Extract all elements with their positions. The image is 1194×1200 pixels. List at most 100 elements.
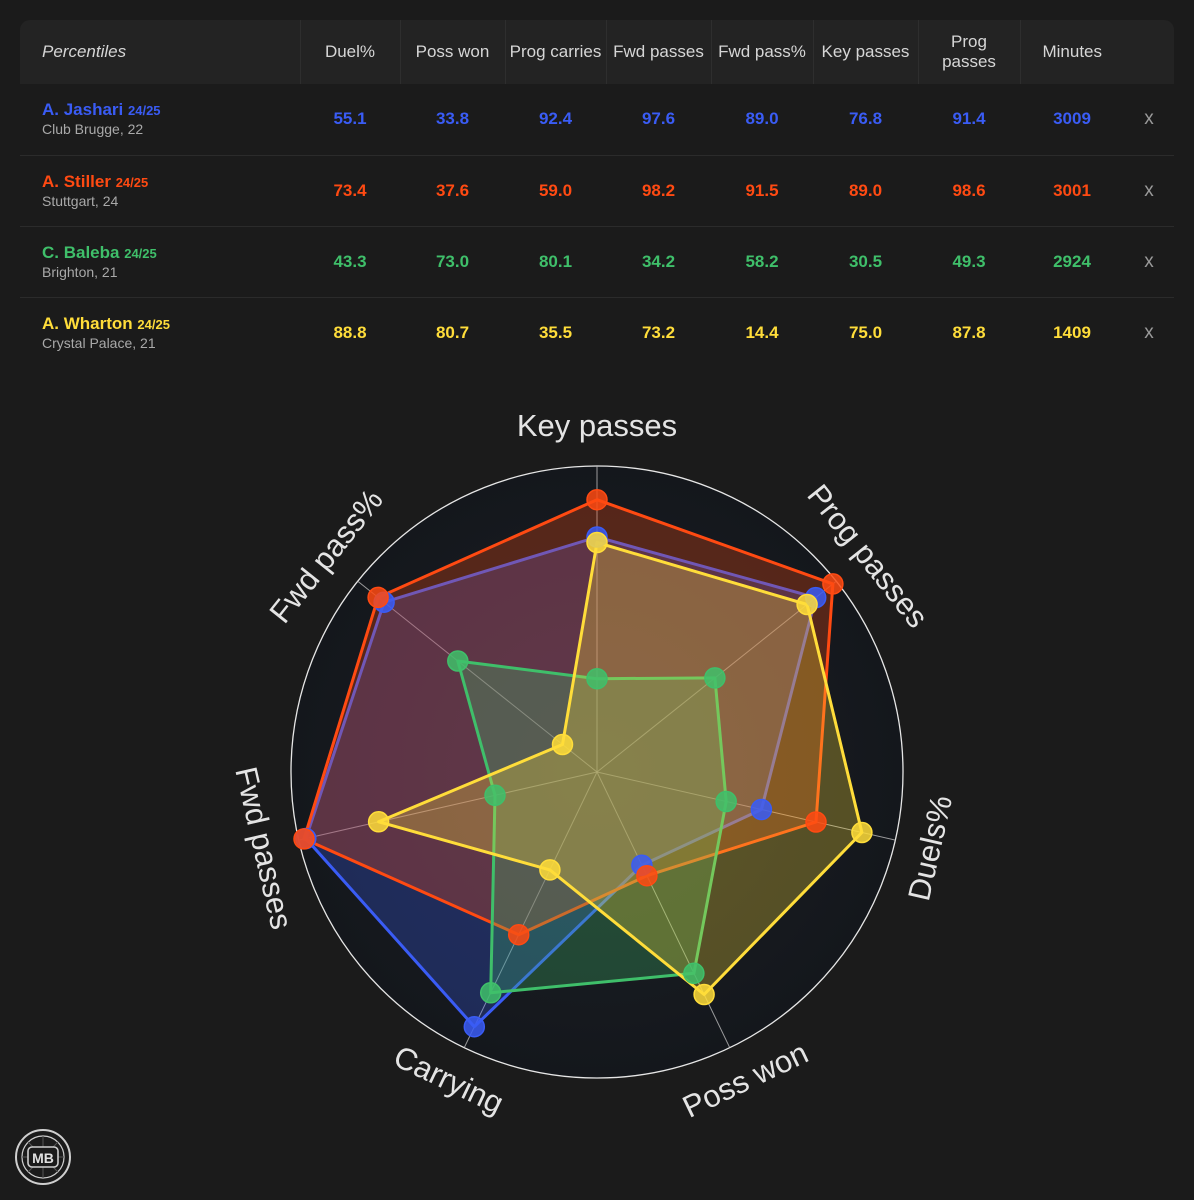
stat-cell-key-passes: 30.5 <box>848 251 883 271</box>
table-body: A. Jashari 24/25 Club Brugge, 22 55.1 33.8 9… <box>20 84 1174 368</box>
radar-point[interactable] <box>586 667 608 690</box>
column-header-duel[interactable]: Duel% <box>299 20 400 84</box>
radar-point[interactable] <box>539 859 561 881</box>
radar-point[interactable] <box>479 982 502 1004</box>
stat-cell-prog-passes: 87.8 <box>952 322 986 342</box>
radar-point[interactable] <box>367 586 389 609</box>
radar-axis-label: Duels% <box>901 792 959 904</box>
radar-point[interactable] <box>704 667 726 689</box>
stat-cell-minutes: 3001 <box>1053 180 1091 200</box>
stat-cell-prog-passes: 98.6 <box>952 180 986 200</box>
stat-cell-prog-carries: 35.5 <box>538 322 573 342</box>
table-row: C. Baleba 24/25 Brighton, 21 43.3 73.0 80.1 3… <box>20 226 1174 297</box>
radar-series-a-jashari <box>304 535 818 1029</box>
radar-point[interactable] <box>822 573 844 595</box>
player-club: Crystal Palace, 21 <box>42 334 156 351</box>
stat-cell-poss-won: 33.8 <box>435 109 470 129</box>
stat-cell-fwd-pass-pct: 14.4 <box>745 322 779 342</box>
stat-cell-fwd-passes: 97.6 <box>641 109 676 129</box>
player-club: Club Brugge, 22 <box>42 121 144 138</box>
radar-point[interactable] <box>586 488 608 511</box>
radar-axis-label: Fwd passes <box>228 763 299 932</box>
radar-point[interactable] <box>293 828 315 850</box>
radar-point[interactable] <box>750 798 773 821</box>
player-cell: C. Baleba 24/25 Brighton, 21 <box>20 226 300 297</box>
stat-cell-poss-won: 37.6 <box>435 180 470 200</box>
radar-point[interactable] <box>484 784 506 807</box>
player-season: 24/25 <box>128 103 161 119</box>
stat-cell-key-passes: 89.0 <box>848 180 883 200</box>
stat-cell-fwd-pass-pct: 91.5 <box>745 180 779 200</box>
stat-cell-duel: 43.3 <box>333 251 367 271</box>
stat-cell-prog-passes: 49.3 <box>952 251 986 271</box>
stat-cell-prog-passes: 91.4 <box>952 109 986 129</box>
stat-cell-duel: 73.4 <box>333 180 367 200</box>
radar-point[interactable] <box>551 733 574 756</box>
stat-cell-prog-carries: 92.4 <box>538 109 573 129</box>
radar-point[interactable] <box>636 864 658 887</box>
stat-cell-minutes: 1409 <box>1053 322 1091 342</box>
stat-cell-duel: 88.8 <box>333 322 367 342</box>
column-header-fwd-passes[interactable]: Fwd passes <box>605 20 711 84</box>
stat-cell-fwd-passes: 73.2 <box>641 322 676 342</box>
column-header-prog-carries[interactable]: Prog carries <box>504 20 606 84</box>
player-cell: A. Stiller 24/25 Stuttgart, 24 <box>20 155 300 226</box>
radar-spoke <box>596 771 896 841</box>
player-club: Brighton, 21 <box>42 263 118 280</box>
player-season: 24/25 <box>115 174 149 190</box>
radar-point[interactable] <box>463 1015 486 1038</box>
stat-cell-fwd-pass-pct: 58.2 <box>745 251 779 271</box>
player-name[interactable]: A. Stiller 24/25 <box>42 172 299 192</box>
table-row: A. Wharton 24/25 Crystal Palace, 21 88.8 80… <box>20 297 1174 368</box>
radar-series-c-baleba <box>456 659 728 995</box>
player-name[interactable]: A. Jashari 24/25 <box>42 100 299 120</box>
radar-point[interactable] <box>507 923 530 946</box>
radar-spoke <box>298 771 598 841</box>
logo-text: MB <box>32 1150 54 1166</box>
percentiles-table-container: Percentiles Duel% Poss won Prog carries Fwd… <box>20 20 1174 368</box>
column-header-poss-won[interactable]: Poss won <box>399 20 505 84</box>
remove-player-button[interactable]: x <box>1144 179 1154 201</box>
table-row: A. Stiller 24/25 Stuttgart, 24 73.4 37.6 59.… <box>20 155 1174 226</box>
player-name-text: A. Stiller <box>42 171 111 191</box>
table-row: A. Jashari 24/25 Club Brugge, 22 55.1 33.8 9… <box>20 84 1174 155</box>
mb-logo: MB <box>15 1129 71 1185</box>
stat-cell-duel: 55.1 <box>333 109 367 129</box>
player-name-text: A. Wharton <box>42 313 133 333</box>
player-club: Stuttgart, 24 <box>42 192 119 209</box>
remove-player-button[interactable]: x <box>1144 108 1154 130</box>
stat-cell-fwd-passes: 98.2 <box>641 180 676 200</box>
column-header-minutes[interactable]: Minutes <box>1019 20 1124 84</box>
radar-point[interactable] <box>586 531 608 554</box>
radar-point[interactable] <box>367 811 390 833</box>
radar-point[interactable] <box>693 983 715 1006</box>
radar-point[interactable] <box>851 821 873 844</box>
stat-cell-poss-won: 80.7 <box>435 322 470 342</box>
radar-point[interactable] <box>796 593 818 616</box>
player-name-text: A. Jashari <box>42 100 124 120</box>
percentiles-table: Percentiles Duel% Poss won Prog carries Fwd… <box>20 20 1174 368</box>
radar-point[interactable] <box>715 790 737 813</box>
player-name[interactable]: A. Wharton 24/25 <box>42 314 299 334</box>
table-header-row: Percentiles Duel% Poss won Prog carries Fwd… <box>20 20 1174 84</box>
radar-point[interactable] <box>805 811 827 833</box>
column-header-prog-passes[interactable]: Prog passes <box>917 20 1020 84</box>
player-cell: A. Jashari 24/25 Club Brugge, 22 <box>20 84 300 155</box>
stat-cell-fwd-passes: 34.2 <box>641 251 676 271</box>
remove-player-button[interactable]: x <box>1144 250 1154 272</box>
player-name[interactable]: C. Baleba 24/25 <box>42 243 299 263</box>
stat-cell-poss-won: 73.0 <box>435 251 470 271</box>
radar-point[interactable] <box>683 962 705 985</box>
player-season: 24/25 <box>137 316 170 332</box>
radar-point[interactable] <box>447 650 469 672</box>
column-header-key-passes[interactable]: Key passes <box>812 20 918 84</box>
stat-cell-minutes: 3009 <box>1053 109 1091 129</box>
stat-cell-fwd-pass-pct: 89.0 <box>745 109 779 129</box>
stat-cell-key-passes: 75.0 <box>848 322 883 342</box>
column-header-fwd-pass-pct[interactable]: Fwd pass% <box>710 20 813 84</box>
stat-cell-prog-carries: 80.1 <box>538 251 573 271</box>
remove-player-button[interactable]: x <box>1144 321 1154 343</box>
player-name-text: C. Baleba <box>42 242 120 262</box>
stat-cell-prog-carries: 59.0 <box>538 180 573 200</box>
